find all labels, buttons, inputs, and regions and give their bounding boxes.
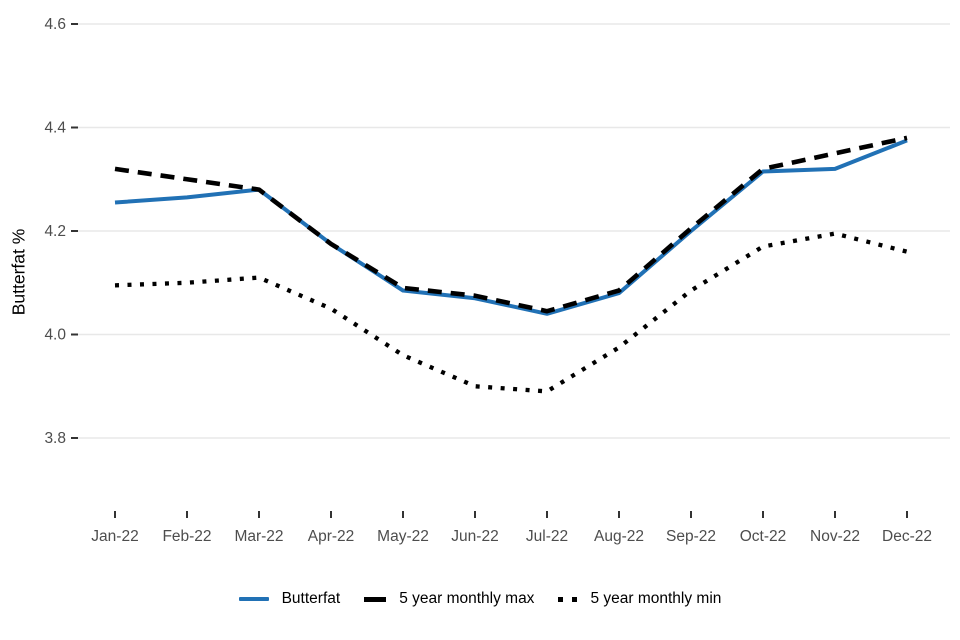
y-tick-label: 4.0 <box>44 327 66 344</box>
x-tick-label: Aug-22 <box>594 528 644 545</box>
x-tick-label: Dec-22 <box>882 528 932 545</box>
y-tick-label: 4.6 <box>44 16 66 33</box>
y-tick-label: 4.4 <box>44 120 66 137</box>
series-line-solid <box>114 138 908 316</box>
series-line-dotted <box>114 231 908 394</box>
legend-label-max: 5 year monthly max <box>399 590 535 607</box>
y-tick-label: 3.8 <box>44 430 66 447</box>
x-tick-label: Mar-22 <box>234 528 283 545</box>
x-tick-label: Apr-22 <box>308 528 355 545</box>
x-tick-label: Jul-22 <box>526 528 568 545</box>
x-tick-label: Nov-22 <box>810 528 860 545</box>
legend-item-min: 5 year monthly min <box>558 590 721 608</box>
x-tick-label: Oct-22 <box>740 528 787 545</box>
butterfat-line-swatch-icon <box>238 596 269 602</box>
series-line-dashed <box>114 135 908 314</box>
max-dashed-line-swatch-icon <box>364 596 387 602</box>
chart-legend: Butterfat 5 year monthly max 5 year mont… <box>0 586 960 612</box>
legend-label-min: 5 year monthly min <box>590 590 722 607</box>
y-tick-label: 4.2 <box>44 223 66 240</box>
x-tick-label: Jan-22 <box>91 528 138 545</box>
legend-item-butterfat: Butterfat <box>238 590 341 608</box>
y-axis-title: Butterfat % <box>8 228 29 316</box>
x-tick-label: Feb-22 <box>162 528 211 545</box>
min-dotted-line-swatch-icon <box>558 596 578 602</box>
x-tick-label: Sep-22 <box>666 528 716 545</box>
legend-label-butterfat: Butterfat <box>281 590 341 607</box>
plot-area: 4.6 4.4 4.2 4.0 3.8 Jan-22 Feb-22 Mar-22 Apr-22 M… <box>44 16 950 545</box>
x-tick-label: Jun-22 <box>451 528 498 545</box>
legend-item-max: 5 year monthly max <box>364 590 534 608</box>
x-tick-label: May-22 <box>377 528 429 545</box>
